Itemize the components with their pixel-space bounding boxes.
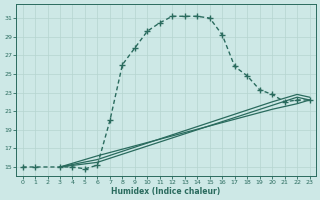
X-axis label: Humidex (Indice chaleur): Humidex (Indice chaleur) [111,187,221,196]
